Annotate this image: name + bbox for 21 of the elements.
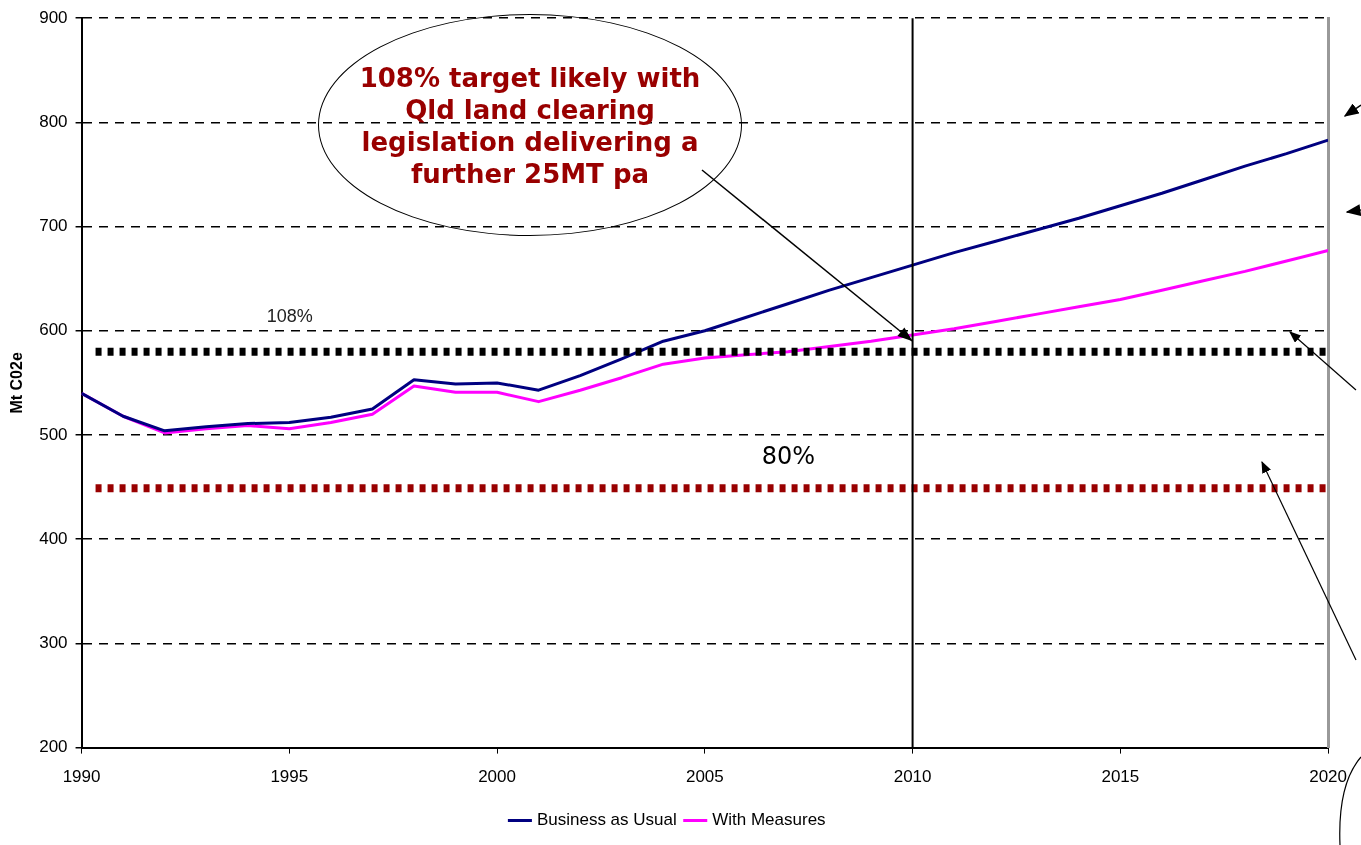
y-tick-label: 800 xyxy=(39,112,68,132)
x-tick-label: 2000 xyxy=(478,767,516,787)
y-tick-label: 700 xyxy=(39,216,68,236)
y-tick-label: 500 xyxy=(39,424,68,444)
x-tick-label: 1990 xyxy=(62,767,101,787)
annotation: 80% xyxy=(761,441,816,470)
x-tick-label: 1995 xyxy=(270,767,309,787)
y-tick-label: 200 xyxy=(39,737,68,757)
x-tick-label: 2010 xyxy=(893,767,932,787)
y-axis-title: Mt C02e xyxy=(8,352,26,414)
y-tick-label: 400 xyxy=(39,528,68,548)
y-tick-label: 600 xyxy=(39,320,68,340)
y-tick-label: 900 xyxy=(39,7,68,27)
x-tick-label: 2015 xyxy=(1101,767,1140,787)
x-tick-label: 2005 xyxy=(685,767,724,787)
annotation: 108% xyxy=(266,305,313,327)
x-tick-label: 2020 xyxy=(1309,767,1347,787)
legend-label: With Measures xyxy=(712,810,826,830)
annotation: 108% target likely with Qld land clearing legislation delivering a further 25MT pa xyxy=(358,62,702,190)
y-tick-label: 300 xyxy=(39,633,68,653)
legend-label: Business as Usual xyxy=(536,810,677,830)
